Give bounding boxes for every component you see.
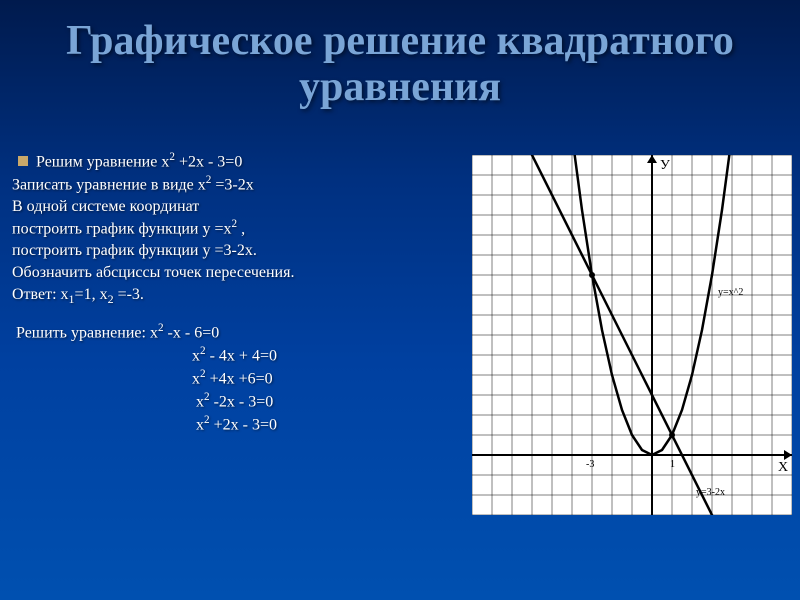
line-7: Ответ: х1=1, х2 =-3. bbox=[12, 284, 462, 307]
line-12: х2 +2х - 3=0 bbox=[12, 413, 462, 436]
line-4: построить график функции у =х2 , bbox=[12, 217, 462, 240]
svg-text:у=х^2: у=х^2 bbox=[718, 287, 743, 298]
line-2: Записать уравнение в виде х2 =3-2х bbox=[12, 173, 462, 196]
graph-svg: У Ху=х^2 у=3-2х -3 1 bbox=[472, 155, 792, 515]
t: х bbox=[192, 370, 200, 387]
svg-text:У: У bbox=[660, 158, 670, 173]
svg-text:у=3-2х: у=3-2х bbox=[696, 487, 725, 498]
line-9: х2 - 4х + 4=0 bbox=[12, 344, 462, 367]
graph-panel: У Ху=х^2 у=3-2х -3 1 bbox=[472, 155, 792, 515]
t: х bbox=[196, 416, 204, 433]
t: =-3. bbox=[114, 286, 144, 303]
line-3: В одной системе координат bbox=[12, 196, 462, 218]
t: , bbox=[237, 221, 245, 238]
t: построить график функции у =х bbox=[12, 221, 231, 238]
svg-text:1: 1 bbox=[670, 459, 675, 470]
content-block: Решим уравнение х2 +2х - 3=0 Записать ур… bbox=[12, 150, 462, 436]
svg-text:-3: -3 bbox=[586, 459, 594, 470]
t: =1, х bbox=[75, 286, 108, 303]
line-8: Решить уравнение: х2 -х - 6=0 bbox=[12, 321, 462, 344]
line-1: Решим уравнение х2 +2х - 3=0 bbox=[36, 150, 242, 173]
t: х bbox=[192, 347, 200, 364]
line-5: построить график функции у =3-2х. bbox=[12, 240, 462, 262]
bullet-icon bbox=[18, 156, 28, 166]
line-11: х2 -2х - 3=0 bbox=[12, 390, 462, 413]
line-6: Обозначить абсциссы точек пересечения. bbox=[12, 262, 462, 284]
t: =3-2х bbox=[211, 176, 253, 193]
t: х bbox=[196, 393, 204, 410]
slide-title: Графическое решение квадратного уравнени… bbox=[0, 0, 800, 120]
spacer bbox=[12, 307, 462, 321]
line-10: х2 +4х +6=0 bbox=[12, 367, 462, 390]
t: Ответ: х bbox=[12, 286, 69, 303]
t: - 4х + 4=0 bbox=[206, 347, 277, 364]
t: +2х - 3=0 bbox=[175, 153, 242, 170]
t: Решить уравнение: х bbox=[16, 324, 158, 341]
t: Записать уравнение в виде х bbox=[12, 176, 206, 193]
t: +4х +6=0 bbox=[206, 370, 273, 387]
t: -х - 6=0 bbox=[164, 324, 220, 341]
bullet-row: Решим уравнение х2 +2х - 3=0 bbox=[12, 150, 462, 173]
t: +2х - 3=0 bbox=[210, 416, 277, 433]
t: -2х - 3=0 bbox=[210, 393, 274, 410]
svg-text:Х: Х bbox=[778, 460, 788, 475]
t: Решим уравнение х bbox=[36, 153, 169, 170]
